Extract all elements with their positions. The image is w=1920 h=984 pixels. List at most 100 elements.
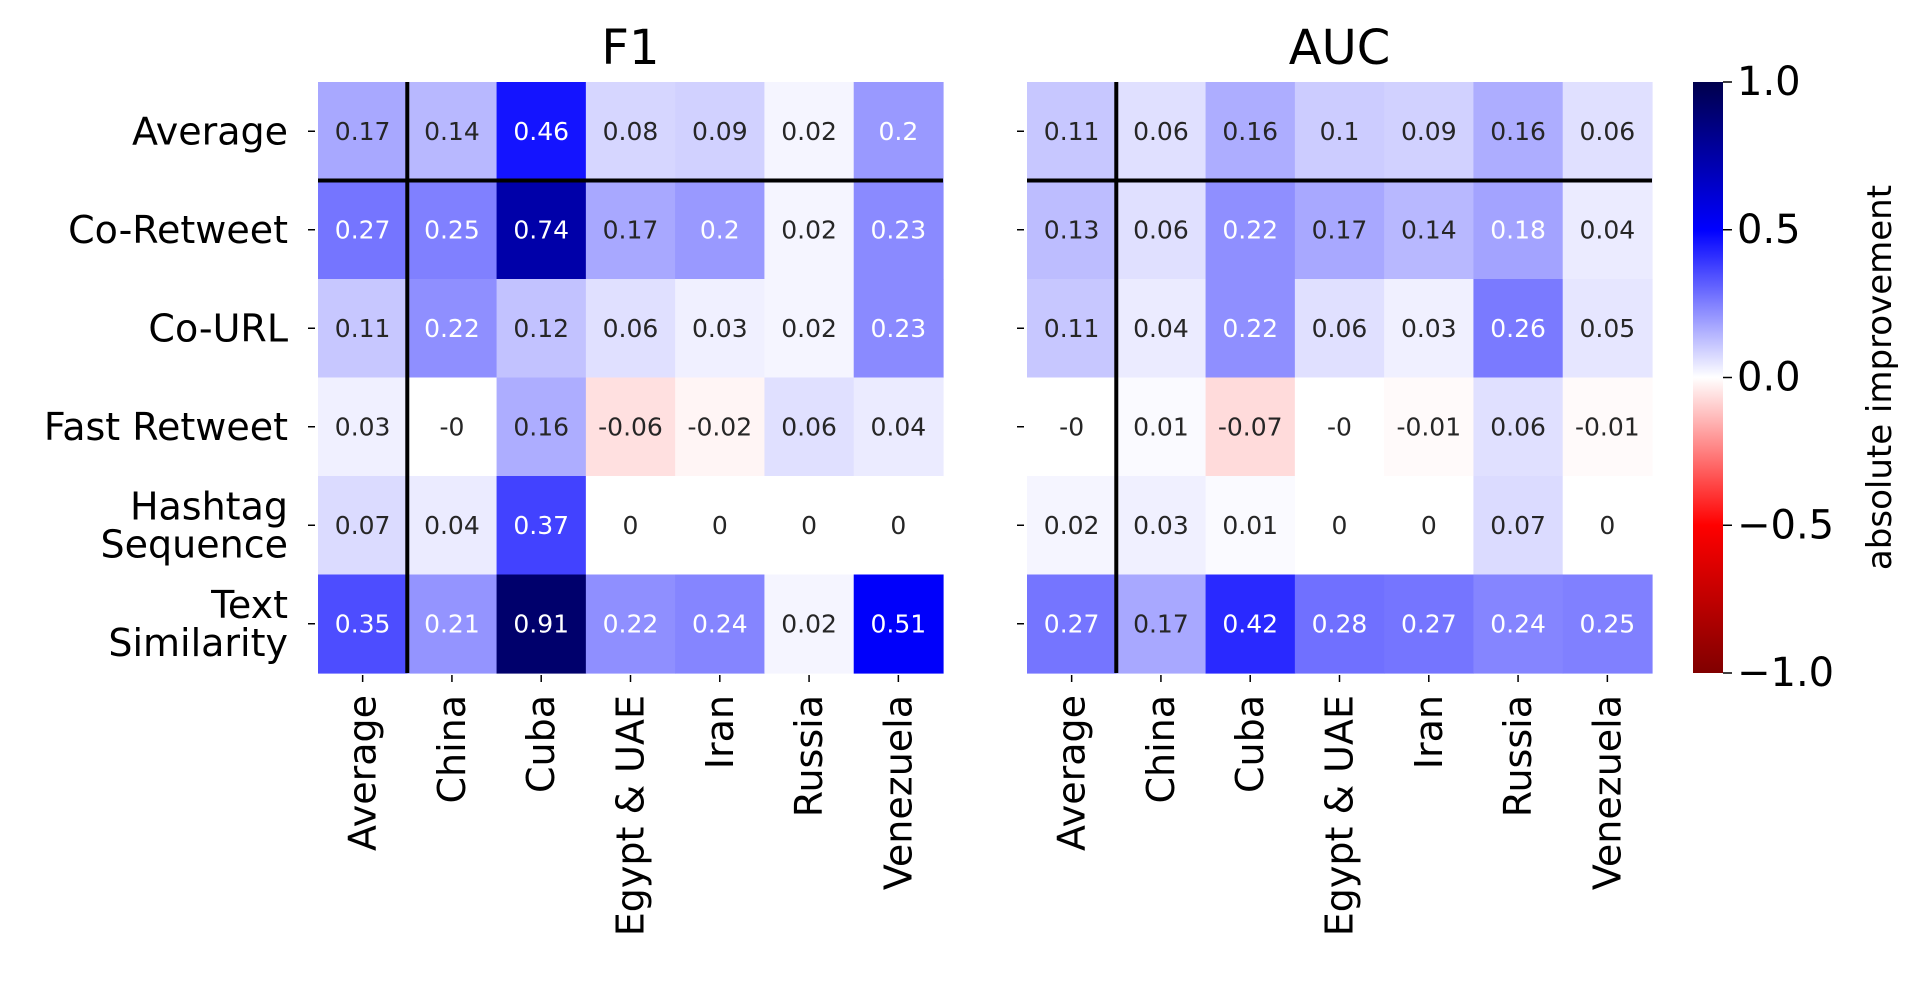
f1-cell-label: 0.02 [781, 117, 837, 146]
auc-cell-label: 0.18 [1490, 215, 1546, 244]
f1-cell-label: 0 [623, 511, 639, 540]
f1-column-label: Russia [787, 695, 831, 817]
auc-column-label: Average [1050, 695, 1094, 851]
auc-cell [1116, 377, 1207, 477]
f1-cell-label: 0.22 [424, 314, 480, 343]
f1-column-label: Iran [698, 695, 742, 769]
colorbar-tick-label: −1.0 [1737, 650, 1834, 696]
row-label: Fast Retweet [44, 405, 288, 449]
f1-column-label: Egypt & UAE [609, 695, 653, 936]
f1-cell [675, 574, 766, 674]
f1-cell-label: -0.06 [598, 412, 663, 441]
f1-column-label: Average [341, 695, 385, 851]
f1-cell [585, 476, 676, 576]
auc-cell-label: 0.01 [1222, 511, 1278, 540]
auc-cell-label: 0.05 [1580, 314, 1636, 343]
f1-cell-label: 0.24 [692, 609, 748, 638]
colorbar-label: absolute improvement [1860, 185, 1900, 570]
f1-cell [675, 180, 766, 280]
f1-cell [496, 180, 587, 280]
auc-cell-label: 0.09 [1401, 117, 1457, 146]
f1-cell [407, 377, 498, 477]
auc-cell-label: 0.17 [1133, 609, 1189, 638]
auc-cell-label: 0 [1332, 511, 1348, 540]
auc-cell [1294, 476, 1385, 576]
auc-cell [1027, 377, 1117, 477]
f1-cell-label: 0.02 [781, 609, 837, 638]
f1-cell [407, 180, 498, 280]
auc-cell [1294, 82, 1385, 182]
f1-cell [764, 476, 855, 576]
f1-cell [318, 574, 408, 674]
auc-cell-label: 0.22 [1222, 314, 1278, 343]
auc-cell [1116, 574, 1207, 674]
f1-cell-label: 0.74 [513, 215, 569, 244]
f1-column-label: Venezuela [876, 695, 920, 890]
f1-title: F1 [601, 20, 659, 76]
f1-cell [675, 279, 766, 379]
auc-cell [1384, 279, 1475, 379]
auc-cell [1384, 180, 1475, 280]
auc-cell [1205, 82, 1296, 182]
f1-cell-label: 0.03 [692, 314, 748, 343]
f1-cell [318, 377, 408, 477]
auc-cell [1294, 377, 1385, 477]
f1-cell [496, 476, 587, 576]
f1-cell-label: 0.14 [424, 117, 480, 146]
f1-cell-label: 0.04 [424, 511, 480, 540]
f1-cell-label: 0.02 [781, 314, 837, 343]
auc-cell [1205, 476, 1296, 576]
f1-cell [407, 82, 498, 182]
f1-cell-label: -0 [439, 412, 464, 441]
auc-column-label: China [1139, 695, 1183, 804]
f1-cell-label: 0.02 [781, 215, 837, 244]
f1-cell [585, 377, 676, 477]
auc-cell [1384, 574, 1475, 674]
auc-column-label: Venezuela [1585, 695, 1629, 890]
auc-cell-label: 0.1 [1320, 117, 1360, 146]
auc-cell-label: 0.22 [1222, 215, 1278, 244]
auc-cell-label: 0.06 [1490, 412, 1546, 441]
auc-cell [1027, 279, 1117, 379]
row-label: Average [132, 109, 288, 153]
colorbar-tick-label: 0.5 [1737, 207, 1801, 253]
auc-cell [1473, 82, 1564, 182]
auc-cell [1473, 279, 1564, 379]
f1-cell [407, 574, 498, 674]
f1-cell [318, 476, 408, 576]
auc-cell [1027, 180, 1117, 280]
auc-cell [1384, 476, 1475, 576]
row-label: Hashtag [130, 484, 288, 528]
f1-cell [585, 180, 676, 280]
f1-cell-label: 0.35 [335, 609, 391, 638]
f1-cell [853, 279, 944, 379]
auc-cell-label: 0.11 [1044, 117, 1100, 146]
auc-cell [1205, 574, 1296, 674]
f1-cell-label: 0 [801, 511, 817, 540]
auc-column-label: Iran [1407, 695, 1451, 769]
f1-cell-label: 0.03 [335, 412, 391, 441]
f1-cell-label: 0.04 [871, 412, 927, 441]
auc-cell-label: 0.16 [1222, 117, 1278, 146]
f1-cell [853, 377, 944, 477]
f1-cell-label: 0.17 [335, 117, 391, 146]
auc-cell-label: 0.01 [1133, 412, 1189, 441]
auc-cell [1562, 180, 1653, 280]
f1-cell [318, 82, 408, 182]
auc-column-label: Egypt & UAE [1318, 695, 1362, 936]
colorbar-tick-label: −0.5 [1737, 502, 1834, 548]
auc-cell-label: 0.26 [1490, 314, 1546, 343]
auc-cell-label: 0.24 [1490, 609, 1546, 638]
f1-cell [764, 377, 855, 477]
f1-cell [407, 279, 498, 379]
f1-cell-label: 0.23 [871, 314, 927, 343]
auc-cell [1294, 279, 1385, 379]
auc-cell [1562, 476, 1653, 576]
auc-cell-label: -0 [1059, 412, 1084, 441]
f1-cell [853, 574, 944, 674]
auc-cell-label: 0.25 [1580, 609, 1636, 638]
f1-cell [496, 574, 587, 674]
auc-cell-label: 0.17 [1312, 215, 1368, 244]
f1-cell [585, 279, 676, 379]
